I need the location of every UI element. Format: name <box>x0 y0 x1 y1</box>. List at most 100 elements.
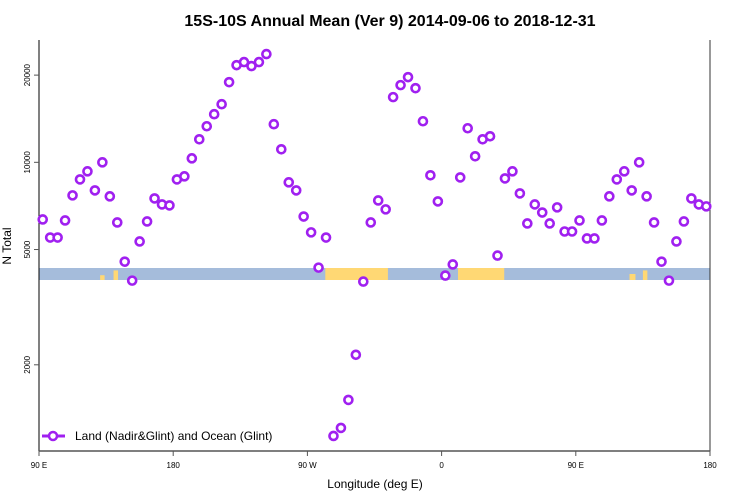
data-point <box>119 256 131 267</box>
data-point <box>276 144 287 155</box>
data-point <box>432 196 444 207</box>
data-point <box>358 276 369 287</box>
data-point <box>223 76 235 88</box>
data-point <box>551 202 563 213</box>
data-point <box>641 191 652 202</box>
data-point <box>380 204 391 215</box>
data-point <box>648 217 660 228</box>
x-axis-label: Longitude (deg E) <box>327 477 422 491</box>
y-tick-label: 20000 <box>23 63 32 86</box>
data-point <box>566 226 578 237</box>
data-point <box>686 193 697 204</box>
data-point <box>67 190 78 201</box>
x-tick-label: 180 <box>167 461 181 470</box>
y-ticks: 2000 5000 10000 20000 <box>23 63 39 374</box>
legend-marker <box>47 430 59 442</box>
data-point <box>589 233 600 244</box>
data-point <box>216 98 227 110</box>
data-point <box>261 48 272 60</box>
y-axis-label: N Total <box>0 227 14 264</box>
data-point <box>253 56 265 68</box>
data-point <box>618 166 630 177</box>
land-segment <box>629 274 636 280</box>
axes <box>38 40 711 452</box>
data-point <box>499 173 511 184</box>
data-point <box>529 199 541 210</box>
data-point <box>74 174 86 185</box>
data-point <box>343 394 354 406</box>
data-point <box>387 91 399 103</box>
x-tick-label: 90 W <box>298 461 317 470</box>
data-point <box>425 169 436 181</box>
data-point <box>283 177 295 188</box>
land-segment <box>325 268 388 280</box>
data-point <box>305 227 317 238</box>
data-point <box>671 236 682 247</box>
data-points <box>37 48 712 442</box>
data-point <box>52 232 63 243</box>
data-point <box>574 215 585 226</box>
data-point <box>268 118 280 130</box>
data-point <box>298 211 309 222</box>
legend: Land (Nadir&Glint) and Ocean (Glint) <box>42 429 272 443</box>
x-tick-label: 180 <box>703 461 717 470</box>
data-point <box>82 166 93 177</box>
y-tick-label: 2000 <box>23 355 32 373</box>
data-point <box>372 195 384 206</box>
x-tick-label: 90 E <box>568 461 584 470</box>
data-point <box>149 193 160 204</box>
data-point <box>59 215 71 226</box>
data-point <box>469 151 481 162</box>
data-point <box>290 185 302 196</box>
y-tick-label: 5000 <box>23 240 32 258</box>
data-point <box>193 133 205 145</box>
data-point <box>626 185 638 196</box>
data-point <box>700 201 712 212</box>
x-ticks: 90 E 180 90 W 0 90 E 180 <box>31 451 717 470</box>
data-point <box>611 174 623 185</box>
data-point <box>126 275 138 286</box>
data-point <box>365 217 377 228</box>
data-point <box>447 259 459 270</box>
data-point <box>164 200 175 211</box>
x-tick-label: 90 E <box>31 461 47 470</box>
data-point <box>522 218 533 229</box>
data-point <box>604 191 615 202</box>
data-point <box>454 172 466 183</box>
data-point <box>410 82 421 94</box>
data-point <box>514 188 526 199</box>
data-point <box>320 232 332 243</box>
data-point <box>201 120 213 132</box>
data-point <box>37 214 49 225</box>
data-point <box>313 262 324 273</box>
data-point <box>596 215 608 226</box>
data-point <box>395 79 406 91</box>
legend-label: Land (Nadir&Glint) and Ocean (Glint) <box>75 429 272 443</box>
data-point <box>335 422 347 434</box>
data-point <box>507 166 518 177</box>
data-point <box>402 71 414 83</box>
data-point <box>350 349 362 361</box>
data-point <box>678 216 690 227</box>
data-point <box>89 185 101 196</box>
data-point <box>544 218 556 229</box>
data-point <box>104 191 116 202</box>
y-tick-label: 10000 <box>23 151 32 174</box>
data-point <box>328 430 339 442</box>
data-point <box>656 256 667 267</box>
data-point <box>186 153 198 164</box>
data-point <box>484 130 496 142</box>
land-segment <box>642 270 648 280</box>
data-point <box>633 157 645 168</box>
data-point <box>417 115 429 127</box>
data-point <box>440 270 451 281</box>
land-segment <box>113 270 119 280</box>
data-point <box>179 171 190 182</box>
data-point <box>663 275 675 286</box>
x-tick-label: 0 <box>439 461 444 470</box>
chart-title: 15S-10S Annual Mean (Ver 9) 2014-09-06 t… <box>184 13 595 30</box>
data-point <box>141 216 153 227</box>
land-segment <box>100 275 105 280</box>
data-point <box>97 157 108 168</box>
